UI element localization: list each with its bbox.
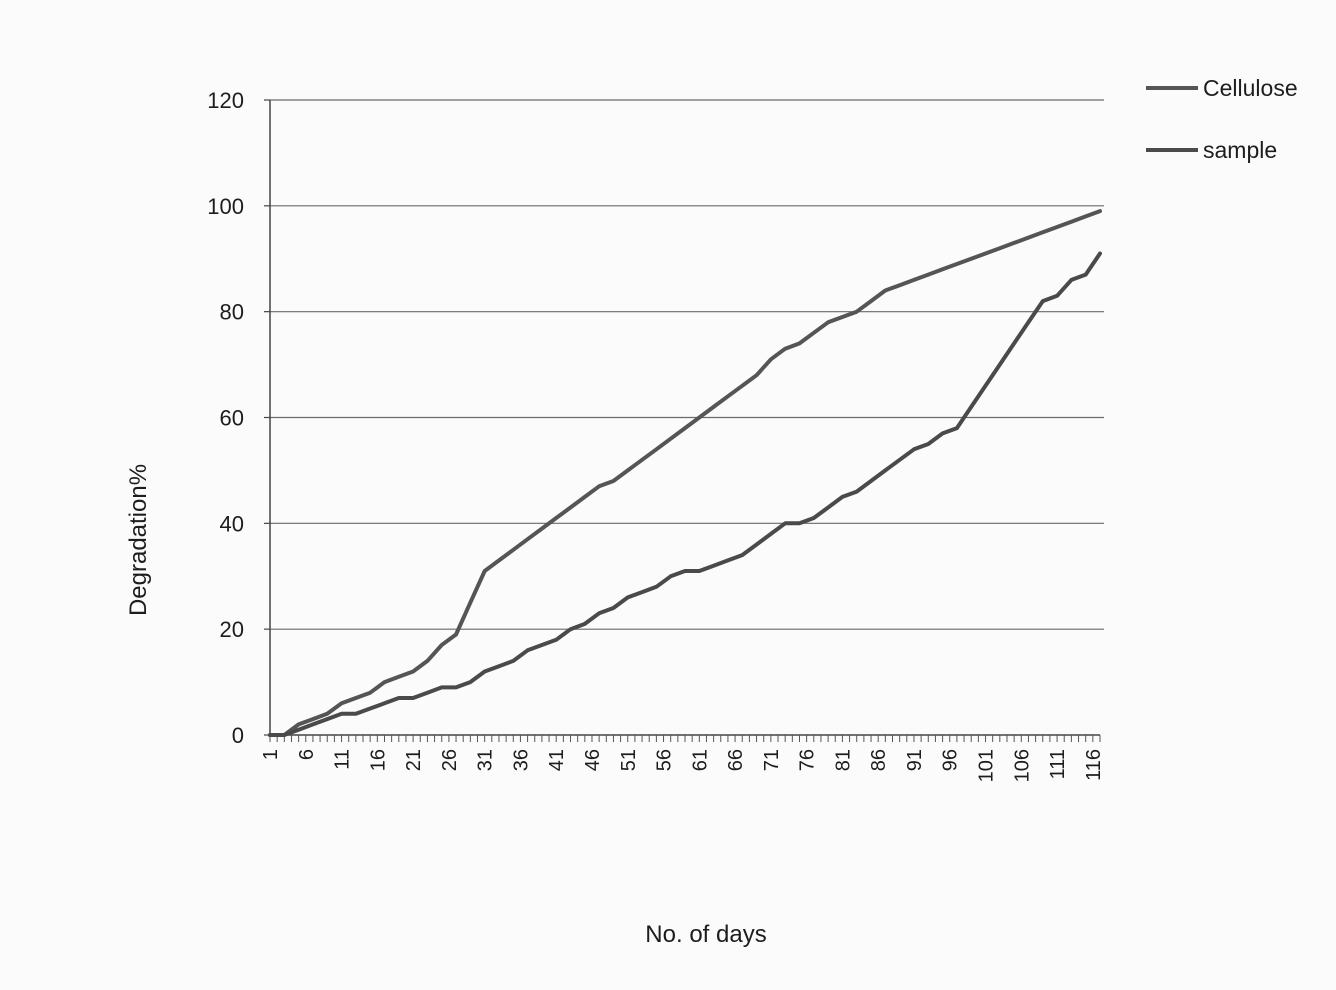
x-tick-label: 56 bbox=[654, 749, 676, 771]
x-tick-label: 81 bbox=[832, 749, 854, 771]
x-tick-label: 31 bbox=[475, 749, 497, 771]
x-tick-label: 46 bbox=[582, 749, 604, 771]
x-tick-label: 86 bbox=[868, 749, 890, 771]
x-tick-label: 41 bbox=[546, 749, 568, 771]
x-tick-label: 16 bbox=[367, 749, 389, 771]
x-tick-label: 76 bbox=[797, 749, 819, 771]
x-tick-label: 21 bbox=[403, 749, 425, 771]
y-tick-label: 40 bbox=[220, 511, 244, 536]
series-line-sample bbox=[268, 251, 1102, 737]
legend: Cellulose sample bbox=[1146, 75, 1298, 163]
x-tick-label: 116 bbox=[1083, 749, 1105, 781]
y-tick-label: 100 bbox=[207, 194, 244, 219]
y-tick-label: 0 bbox=[232, 723, 244, 748]
x-tick-label: 91 bbox=[904, 749, 926, 771]
x-tick-label: 106 bbox=[1011, 749, 1033, 782]
y-tick-label: 20 bbox=[220, 617, 244, 642]
x-tick-label: 111 bbox=[1047, 749, 1069, 779]
x-tick-label: 6 bbox=[296, 749, 318, 760]
y-tick-label: 80 bbox=[220, 300, 244, 325]
x-tick-label: 51 bbox=[618, 749, 640, 771]
y-tick-label: 60 bbox=[220, 406, 244, 431]
x-tick-label: 1 bbox=[260, 749, 282, 760]
gridlines bbox=[270, 99, 1104, 630]
x-tick-label: 66 bbox=[725, 749, 747, 771]
x-tick-label: 36 bbox=[510, 749, 532, 771]
y-axis-ticks: 0 20 40 60 80 100 120 bbox=[207, 88, 270, 748]
x-axis-ticks: 1 6 11 16 21 26 31 36 41 46 51 56 61 66 71 76 81 86 91 96 10… bbox=[260, 749, 1105, 782]
series-line-cellulose bbox=[268, 209, 1102, 737]
x-tick-label: 26 bbox=[439, 749, 461, 771]
legend-entry: Cellulose bbox=[1203, 75, 1298, 101]
y-tick-label: 120 bbox=[207, 88, 244, 113]
series-lines bbox=[268, 209, 1102, 737]
axes bbox=[269, 100, 1101, 742]
y-axis-title: Degradation% bbox=[125, 464, 152, 616]
legend-entry: sample bbox=[1203, 137, 1277, 163]
x-tick-label: 61 bbox=[689, 749, 711, 771]
x-tick-label: 71 bbox=[761, 749, 783, 771]
x-tick-label: 11 bbox=[332, 749, 354, 770]
x-tick-label: 96 bbox=[940, 749, 962, 771]
x-tick-label: 101 bbox=[976, 749, 998, 782]
x-axis-title: No. of days bbox=[645, 921, 766, 948]
